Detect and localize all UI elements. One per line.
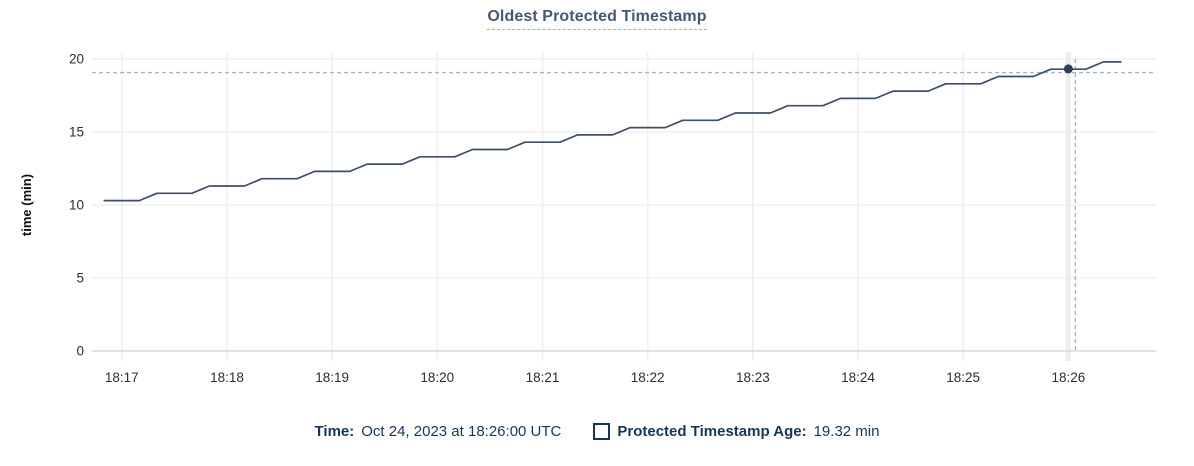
y-tick-label: 5 [76,271,84,286]
legend-series-toggle[interactable]: Protected Timestamp Age: 19.32 min [593,423,879,440]
x-tick-label: 18:24 [841,370,875,385]
legend-time-label: Time: [314,423,355,440]
x-tick-label: 18:20 [420,370,454,385]
x-tick-label: 18:17 [105,370,139,385]
chart-header: Oldest Protected Timestamp [0,8,1194,30]
legend-time-value: Oct 24, 2023 at 18:26:00 UTC [361,423,562,440]
hover-column-highlight [1065,52,1071,361]
y-tick-label: 10 [69,198,84,213]
x-tick-label: 18:22 [631,370,665,385]
y-axis-title: time (min) [19,174,34,236]
line-chart-plot-area[interactable]: 0 5 10 15 20 18:17 18:18 18:19 18:20 18:21 18:22 18… [0,0,1194,410]
series-checkbox-icon[interactable] [593,423,611,440]
series-line [103,61,1122,202]
x-tick-label: 18:21 [526,370,560,385]
hover-point-dot [1063,64,1073,74]
legend-series-label: Protected Timestamp Age: [617,423,807,440]
chart-title[interactable]: Oldest Protected Timestamp [487,8,707,30]
x-tick-label: 18:19 [315,370,349,385]
y-tick-label: 15 [69,125,84,140]
y-tick-label: 20 [69,52,84,67]
x-tick-label: 18:23 [736,370,770,385]
x-tick-label: 18:18 [210,370,244,385]
x-tick-label: 18:26 [1051,370,1085,385]
legend-series-value: 19.32 min [813,423,880,440]
y-tick-label: 0 [76,344,84,359]
chart-legend: Time: Oct 24, 2023 at 18:26:00 UTC Prote… [0,423,1194,440]
x-tick-label: 18:25 [946,370,980,385]
